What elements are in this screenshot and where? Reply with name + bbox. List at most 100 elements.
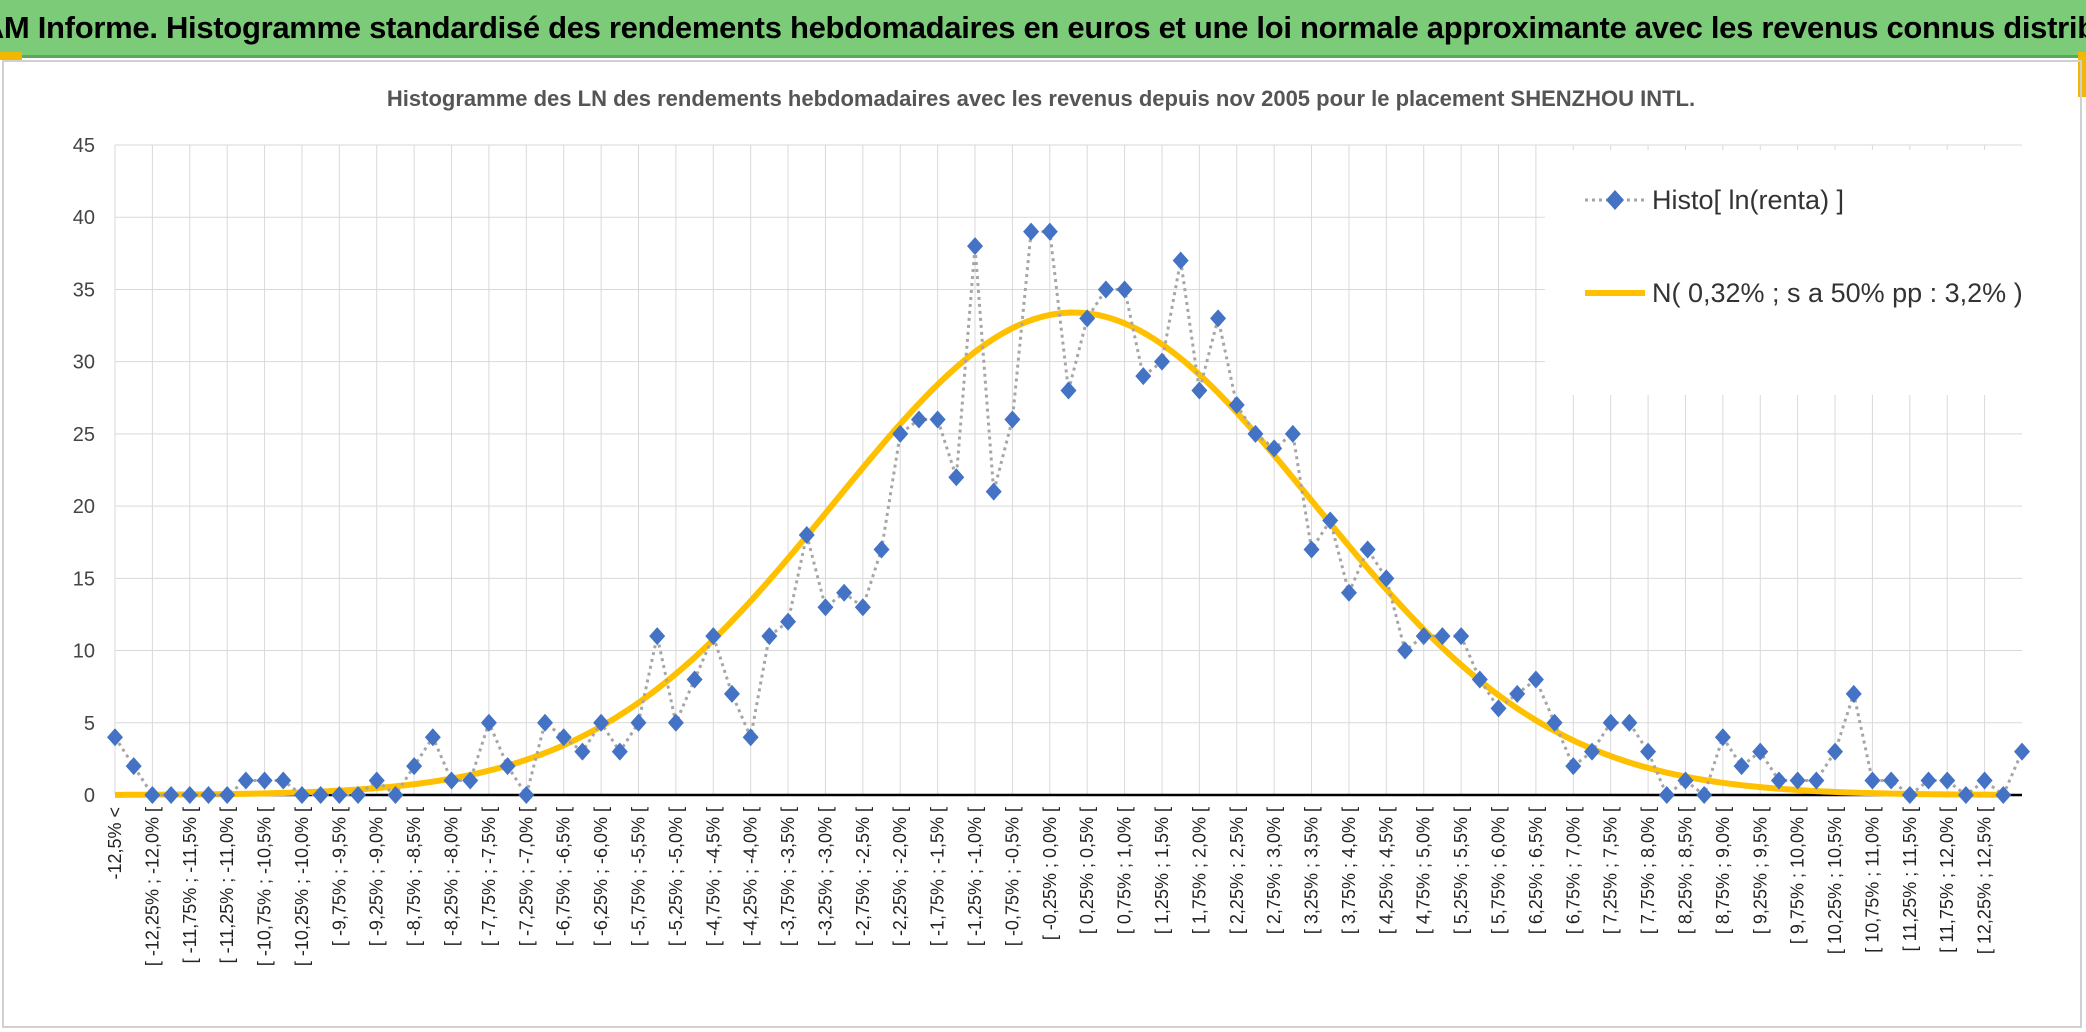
histogram-point	[1116, 280, 1133, 299]
x-tick: [ -10,25% ; -10,0% [	[292, 807, 312, 966]
histogram-point	[1322, 511, 1339, 530]
x-tick-label: [ 4,75% ; 5,0% [	[1414, 807, 1434, 934]
histogram-point	[593, 713, 610, 732]
histogram-point	[686, 670, 703, 689]
x-tick: [ 4,25% ; 4,5% [	[1376, 807, 1396, 934]
histogram-point	[144, 786, 161, 804]
histogram-point	[1023, 222, 1040, 241]
histogram-point	[518, 786, 535, 804]
histogram-point	[1340, 583, 1357, 602]
x-tick-label: [ -1,75% ; -1,5% [	[928, 807, 948, 946]
histogram-point	[1172, 251, 1189, 270]
histogram-point	[237, 771, 254, 790]
grid	[114, 144, 2022, 796]
x-tick-label: [ -7,75% ; -7,5% [	[479, 807, 499, 946]
histogram-point	[293, 786, 310, 804]
report-banner: ADAM Informe. Histogramme standardisé de…	[0, 0, 2086, 58]
histogram-point	[2014, 742, 2030, 761]
histogram-point	[1471, 670, 1488, 689]
histogram-point	[985, 482, 1002, 501]
histogram-point	[1527, 670, 1544, 689]
y-tick-label: 45	[73, 135, 95, 157]
histogram-point	[1228, 396, 1245, 414]
y-tick-label: 15	[73, 568, 95, 590]
x-tick: [ -10,75% ; -10,5% [	[255, 807, 275, 966]
x-tick: [ -1,25% ; -1,0% [	[965, 807, 985, 946]
histogram-point	[705, 627, 722, 646]
histogram-point	[1153, 352, 1170, 371]
histogram-point	[1359, 540, 1376, 559]
histogram-point	[649, 627, 666, 646]
x-tick-label: [ 4,25% ; 4,5% [	[1376, 807, 1396, 934]
histogram-point	[1883, 771, 1900, 790]
histogram-point	[630, 713, 647, 732]
histogram-point	[742, 728, 759, 747]
histogram-point	[967, 237, 984, 256]
accent-bar-right	[2078, 52, 2086, 97]
x-tick-label: [ 3,25% ; 3,5% [	[1302, 807, 1322, 934]
x-tick-label: [ 5,25% ; 5,5% [	[1451, 807, 1471, 934]
histogram-point	[1303, 540, 1320, 559]
x-tick-label: [ 10,75% ; 11,0% [	[1862, 807, 1882, 953]
histogram-point	[1565, 757, 1582, 776]
histogram-point	[1677, 771, 1694, 790]
histogram-point	[1509, 684, 1526, 703]
x-tick-label: [ 12,25% ; 12,5% [	[1975, 807, 1995, 954]
x-tick: [ 1,75% ; 2,0% [	[1189, 807, 1209, 934]
y-tick-label: 0	[84, 785, 95, 807]
x-tick: [ 10,25% ; 10,5% [	[1825, 807, 1845, 954]
x-tick-label: [ 11,25% ; 11,5% [	[1900, 807, 1920, 951]
x-tick-label: [ 8,25% ; 8,5% [	[1675, 807, 1695, 934]
histogram-point	[480, 713, 497, 732]
histogram-point	[312, 786, 329, 804]
histogram-point	[1714, 728, 1731, 747]
histogram-point	[611, 742, 628, 761]
histogram-point	[424, 728, 441, 747]
x-tick: [ 5,75% ; 6,0% [	[1489, 807, 1509, 934]
histogram-point	[350, 786, 367, 804]
x-tick-label: [ 0,75% ; 1,0% [	[1115, 807, 1135, 934]
histogram-point	[836, 583, 853, 602]
histogram-point	[723, 684, 740, 703]
histogram-point	[387, 786, 404, 804]
x-tick: [ 0,75% ; 1,0% [	[1115, 807, 1135, 934]
histogram-point	[948, 468, 965, 487]
histogram-point	[275, 771, 292, 790]
x-tick-label: [ 6,75% ; 7,0% [	[1563, 807, 1583, 934]
histogram-point	[1976, 771, 1993, 790]
x-tick-label: [ -10,25% ; -10,0% [	[292, 807, 312, 966]
histogram-point	[1210, 309, 1227, 328]
x-tick: [ -5,25% ; -5,0% [	[666, 807, 686, 946]
x-tick-label: [ -5,75% ; -5,5% [	[628, 807, 648, 946]
legend-histo-label: Histo[ ln(renta) ]	[1652, 185, 1844, 215]
histogram-point	[1957, 786, 1974, 804]
histogram-point	[1827, 742, 1844, 761]
chart-title: Histogramme des LN des rendements hebdom…	[387, 86, 1695, 111]
histogram-point	[1434, 627, 1451, 646]
x-tick-label: [ -9,75% ; -9,5% [	[329, 807, 349, 946]
x-tick: [ -0,25% ; 0,0% [	[1040, 807, 1060, 940]
x-tick: [ 6,75% ; 7,0% [	[1563, 807, 1583, 934]
x-tick-label: [ 5,75% ; 6,0% [	[1489, 807, 1509, 934]
x-tick-label: [ -4,75% ; -4,5% [	[703, 807, 723, 946]
x-tick-label: [ 2,75% ; 3,0% [	[1264, 807, 1284, 934]
x-tick: [ -6,25% ; -6,0% [	[591, 807, 611, 946]
legend-background	[1545, 150, 2045, 395]
histogram-point	[219, 786, 236, 804]
x-tick: [ -4,75% ; -4,5% [	[703, 807, 723, 946]
x-tick-label: [ 9,25% ; 9,5% [	[1750, 807, 1770, 934]
histogram-point	[929, 410, 946, 429]
histogram-point	[780, 612, 797, 631]
histogram-point	[574, 742, 591, 761]
x-tick: [ -3,75% ; -3,5% [	[778, 807, 798, 946]
x-axis-ticks: -12,5% < [ -12,25% ; -12,0% [[ -11,75% ; …	[105, 807, 1995, 966]
histogram-point	[1696, 786, 1713, 804]
histogram-point	[1808, 771, 1825, 790]
x-tick-label: [ 0,25% ; 0,5% [	[1077, 807, 1097, 934]
x-tick-label: [ -3,75% ; -3,5% [	[778, 807, 798, 946]
x-tick-label: [ -9,25% ; -9,0% [	[367, 807, 387, 946]
x-tick-label: [ 10,25% ; 10,5% [	[1825, 807, 1845, 954]
x-tick: [ 8,25% ; 8,5% [	[1675, 807, 1695, 934]
accent-bar-left	[0, 52, 22, 60]
y-tick-label: 5	[84, 713, 95, 735]
